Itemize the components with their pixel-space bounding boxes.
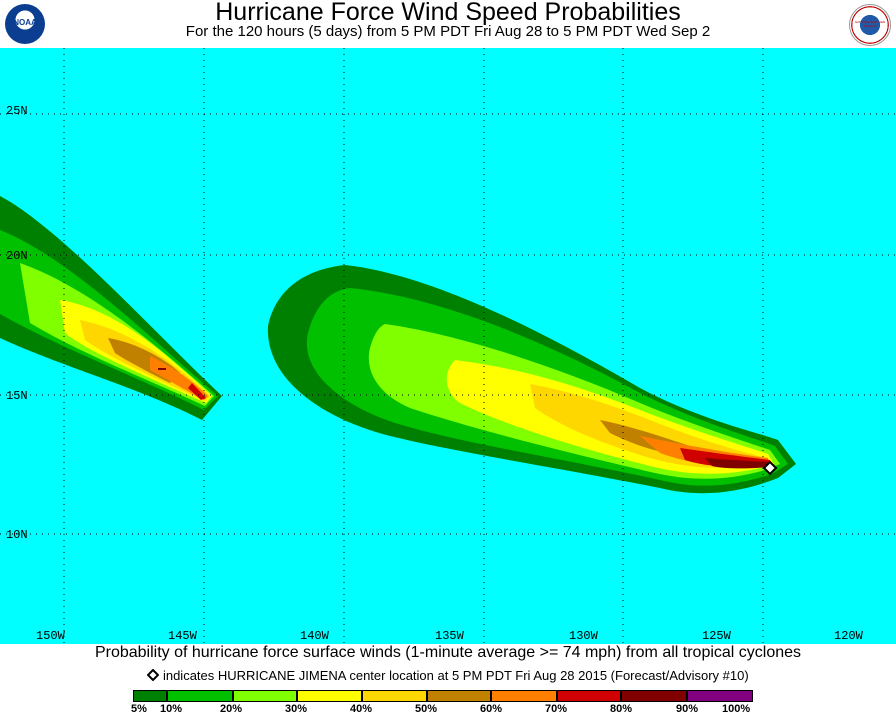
legend-label-80: 80% [610, 703, 633, 715]
probability-legend [133, 690, 753, 702]
east-probability-swath [267, 265, 796, 494]
lon-label-135w: 135W [435, 629, 465, 643]
lat-label-25n: 25N [6, 104, 28, 118]
legend-swatch-70-80 [557, 690, 621, 702]
lon-label-150w: 150W [36, 629, 66, 643]
header: NOAA Hurricane Force Wind Speed Probabil… [0, 0, 896, 48]
legend-label-50: 50% [415, 703, 438, 715]
lat-label-20n: 20N [6, 249, 28, 263]
legend-swatch-30-40 [297, 690, 362, 702]
page-title: Hurricane Force Wind Speed Probabilities [215, 0, 681, 26]
legend-swatch-10-20 [167, 690, 233, 702]
legend-swatch-40-50 [362, 690, 427, 702]
swath-band-70 [188, 383, 206, 400]
map-caption: Probability of hurricane force surface w… [94, 644, 802, 661]
lon-label-125w: 125W [702, 629, 732, 643]
legend-swatch-5-10 [133, 690, 167, 702]
legend-label-60: 60% [480, 703, 503, 715]
nws-logo: NATIONAL WEATHER SERVICE [849, 4, 891, 46]
lat-label-15n: 15N [6, 389, 28, 403]
legend-label-90: 90% [676, 703, 699, 715]
legend-labels: 5% 10% 20% 30% 40% 50% 60% 70% 80% 90% 1… [0, 703, 896, 717]
lon-label-130w: 130W [569, 629, 599, 643]
storm-marker-note-text: indicates HURRICANE JIMENA center locati… [162, 668, 749, 683]
legend-swatch-50-60 [427, 690, 491, 702]
noaa-logo: NOAA [5, 4, 45, 44]
legend-label-20: 20% [220, 703, 243, 715]
legend-label-70: 70% [545, 703, 568, 715]
legend-label-30: 30% [285, 703, 308, 715]
legend-label-40: 40% [350, 703, 373, 715]
swath-band-80 [158, 368, 166, 370]
noaa-logo-text: NOAA [13, 18, 37, 27]
west-probability-swath [0, 196, 222, 420]
lon-label-140w: 140W [300, 629, 330, 643]
legend-swatch-60-70 [491, 690, 557, 702]
legend-swatch-90-100 [687, 690, 753, 702]
diamond-icon [146, 668, 160, 682]
legend-label-100: 100% [722, 703, 751, 715]
diamond-icon [762, 460, 778, 476]
map-canvas: 25N 20N 15N 10N 150W 145W 140W 135W 130W… [0, 48, 896, 644]
swath-band-40 [530, 384, 770, 468]
storm-marker-note: indicates HURRICANE JIMENA center locati… [0, 667, 896, 685]
page-subtitle: For the 120 hours (5 days) from 5 PM PDT… [185, 23, 711, 40]
legend-label-5: 5% [131, 703, 147, 715]
nws-logo-text: NATIONAL WEATHER SERVICE [854, 20, 886, 28]
lat-label-10n: 10N [6, 528, 28, 542]
swath-band-80 [705, 458, 768, 469]
legend-swatch-80-90 [621, 690, 687, 702]
lon-label-120w: 120W [834, 629, 864, 643]
probability-map: 25N 20N 15N 10N 150W 145W 140W 135W 130W… [0, 48, 896, 644]
lon-label-145w: 145W [168, 629, 198, 643]
legend-label-10: 10% [160, 703, 183, 715]
legend-swatch-20-30 [233, 690, 297, 702]
